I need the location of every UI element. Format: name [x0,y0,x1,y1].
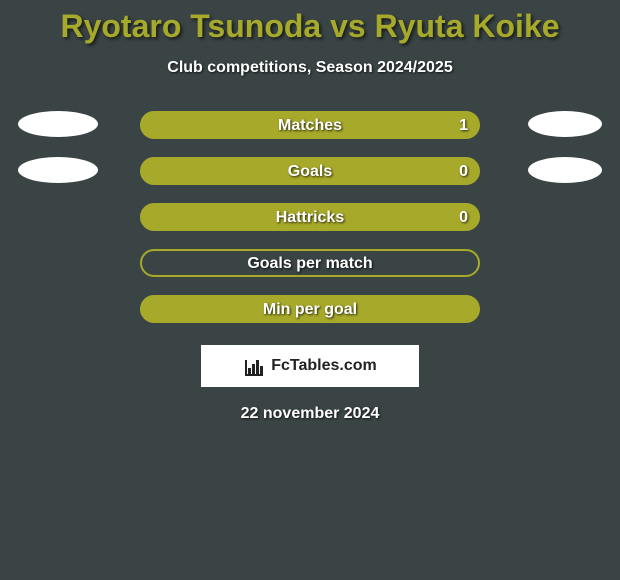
player-marker-left [18,111,98,137]
stat-bar: Goals per match [140,249,480,277]
player-marker-right [528,157,602,183]
stat-rows-container: Matches1Goals0Hattricks0Goals per matchM… [0,111,620,323]
stat-value: 0 [459,205,468,231]
stat-row: Hattricks0 [0,203,620,231]
stat-label: Goals per match [142,251,478,277]
snapshot-date: 22 november 2024 [0,405,620,423]
badge-text: FcTables.com [271,357,377,375]
stat-bar: Hattricks0 [140,203,480,231]
stat-label: Goals [142,159,478,185]
stat-label: Matches [142,113,478,139]
stat-bar: Goals0 [140,157,480,185]
stat-row: Goals per match [0,249,620,277]
stat-label: Hattricks [142,205,478,231]
stat-label: Min per goal [142,297,478,323]
stat-row: Matches1 [0,111,620,139]
stat-value: 1 [459,113,468,139]
season-subtitle: Club competitions, Season 2024/2025 [0,59,620,77]
comparison-title: Ryotaro Tsunoda vs Ryuta Koike [0,0,620,45]
stat-bar: Min per goal [140,295,480,323]
stat-value: 0 [459,159,468,185]
chart-icon [243,356,265,376]
stat-bar: Matches1 [140,111,480,139]
stat-row: Goals0 [0,157,620,185]
player-marker-left [18,157,98,183]
fctables-badge[interactable]: FcTables.com [201,345,419,387]
stat-row: Min per goal [0,295,620,323]
player-marker-right [528,111,602,137]
